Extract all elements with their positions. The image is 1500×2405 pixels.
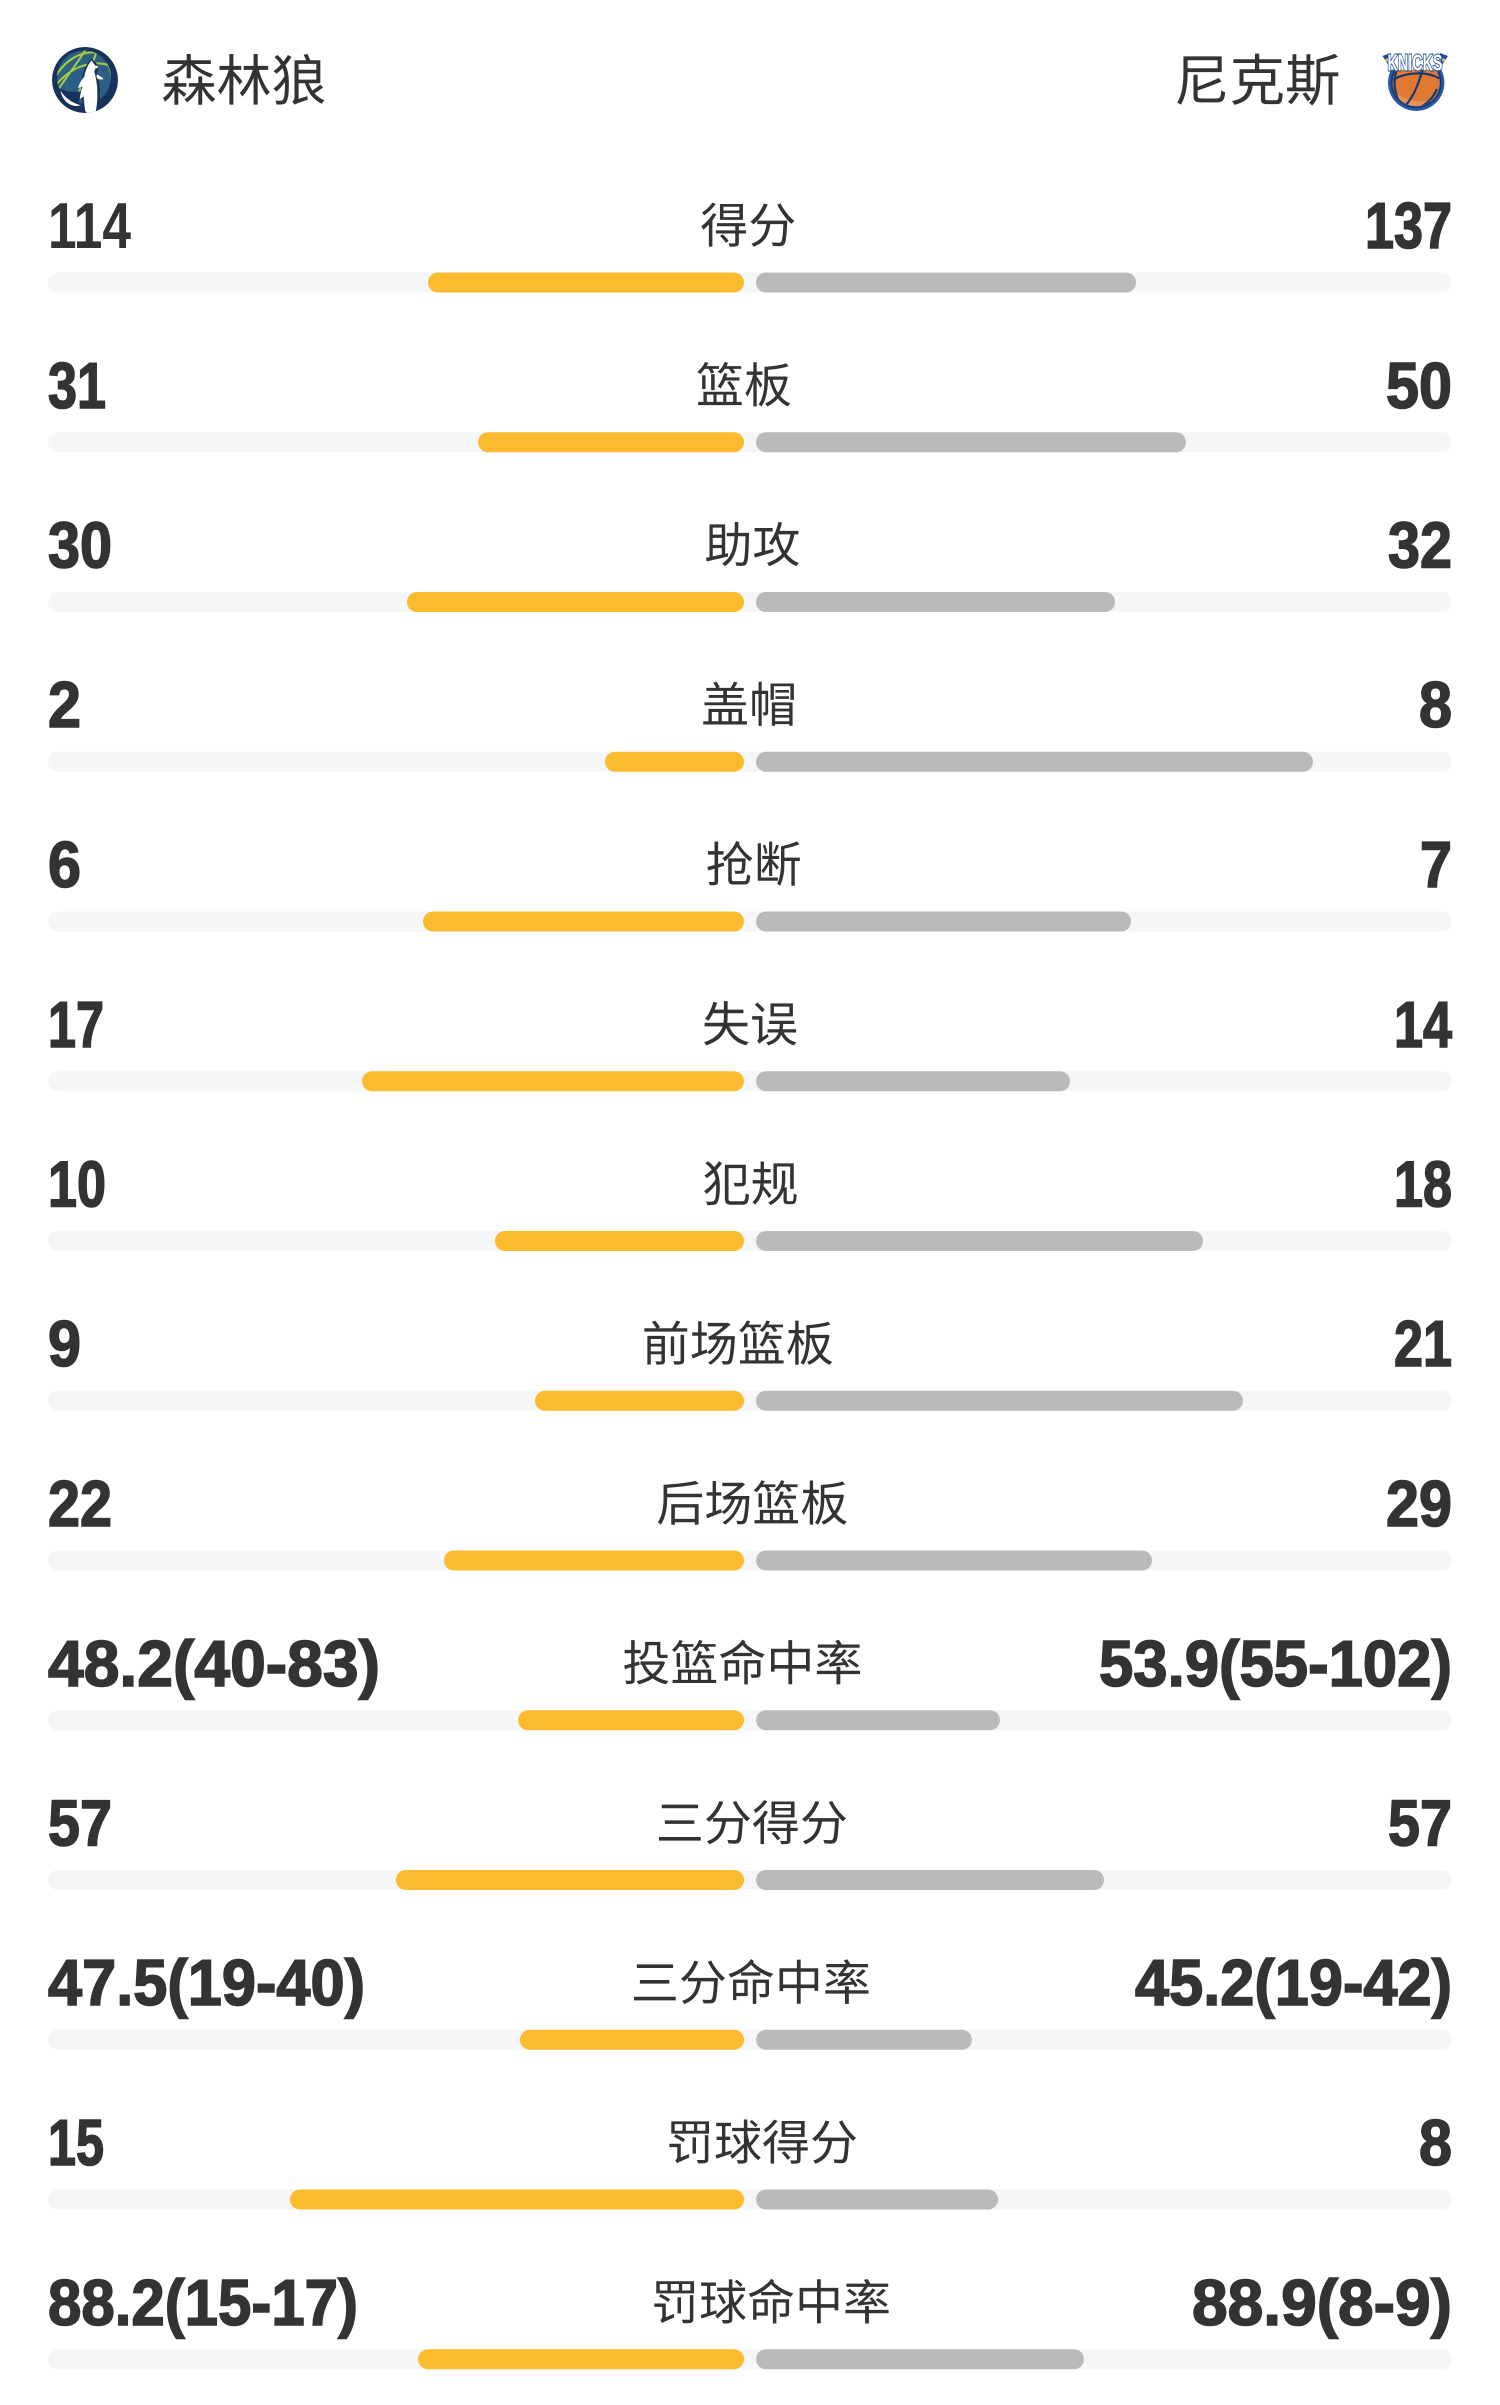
- svg-text:31: 31: [48, 349, 106, 422]
- svg-text:22: 22: [48, 1467, 112, 1540]
- svg-text:18: 18: [1394, 1148, 1452, 1221]
- svg-text:KNICKS: KNICKS: [1388, 50, 1443, 76]
- svg-text:50: 50: [1386, 349, 1452, 422]
- svg-text:17: 17: [48, 988, 104, 1061]
- svg-text:8: 8: [1419, 2106, 1452, 2179]
- svg-text:88.2(15-17): 88.2(15-17): [48, 2266, 358, 2339]
- svg-text:8: 8: [1419, 668, 1452, 741]
- svg-text:2: 2: [48, 668, 81, 741]
- svg-text:30: 30: [48, 509, 112, 582]
- svg-text:32: 32: [1388, 509, 1452, 582]
- svg-text:15: 15: [48, 2106, 104, 2179]
- svg-text:7: 7: [1420, 828, 1452, 901]
- svg-text:88.9(8-9): 88.9(8-9): [1192, 2266, 1452, 2339]
- svg-text:10: 10: [48, 1148, 106, 1221]
- svg-text:114: 114: [48, 189, 131, 262]
- svg-text:57: 57: [48, 1787, 112, 1860]
- svg-text:57: 57: [1388, 1787, 1452, 1860]
- svg-text:14: 14: [1394, 988, 1452, 1061]
- svg-text:45.2(19-42): 45.2(19-42): [1135, 1946, 1452, 2019]
- svg-text:47.5(19-40): 47.5(19-40): [48, 1946, 365, 2019]
- svg-text:48.2(40-83): 48.2(40-83): [48, 1627, 380, 1700]
- svg-text:53.9(55-102): 53.9(55-102): [1099, 1627, 1452, 1700]
- svg-text:6: 6: [48, 828, 81, 901]
- svg-text:9: 9: [48, 1307, 81, 1380]
- svg-text:21: 21: [1394, 1307, 1452, 1380]
- svg-text:137: 137: [1365, 189, 1452, 262]
- svg-text:29: 29: [1386, 1467, 1452, 1540]
